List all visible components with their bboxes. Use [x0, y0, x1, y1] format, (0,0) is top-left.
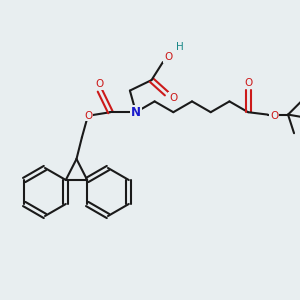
Text: O: O [244, 78, 252, 88]
Text: N: N [131, 106, 141, 119]
Text: O: O [84, 110, 92, 121]
Text: O: O [270, 111, 278, 121]
Text: O: O [169, 93, 177, 103]
Text: H: H [176, 41, 183, 52]
Text: O: O [95, 79, 103, 89]
Text: O: O [164, 52, 172, 62]
